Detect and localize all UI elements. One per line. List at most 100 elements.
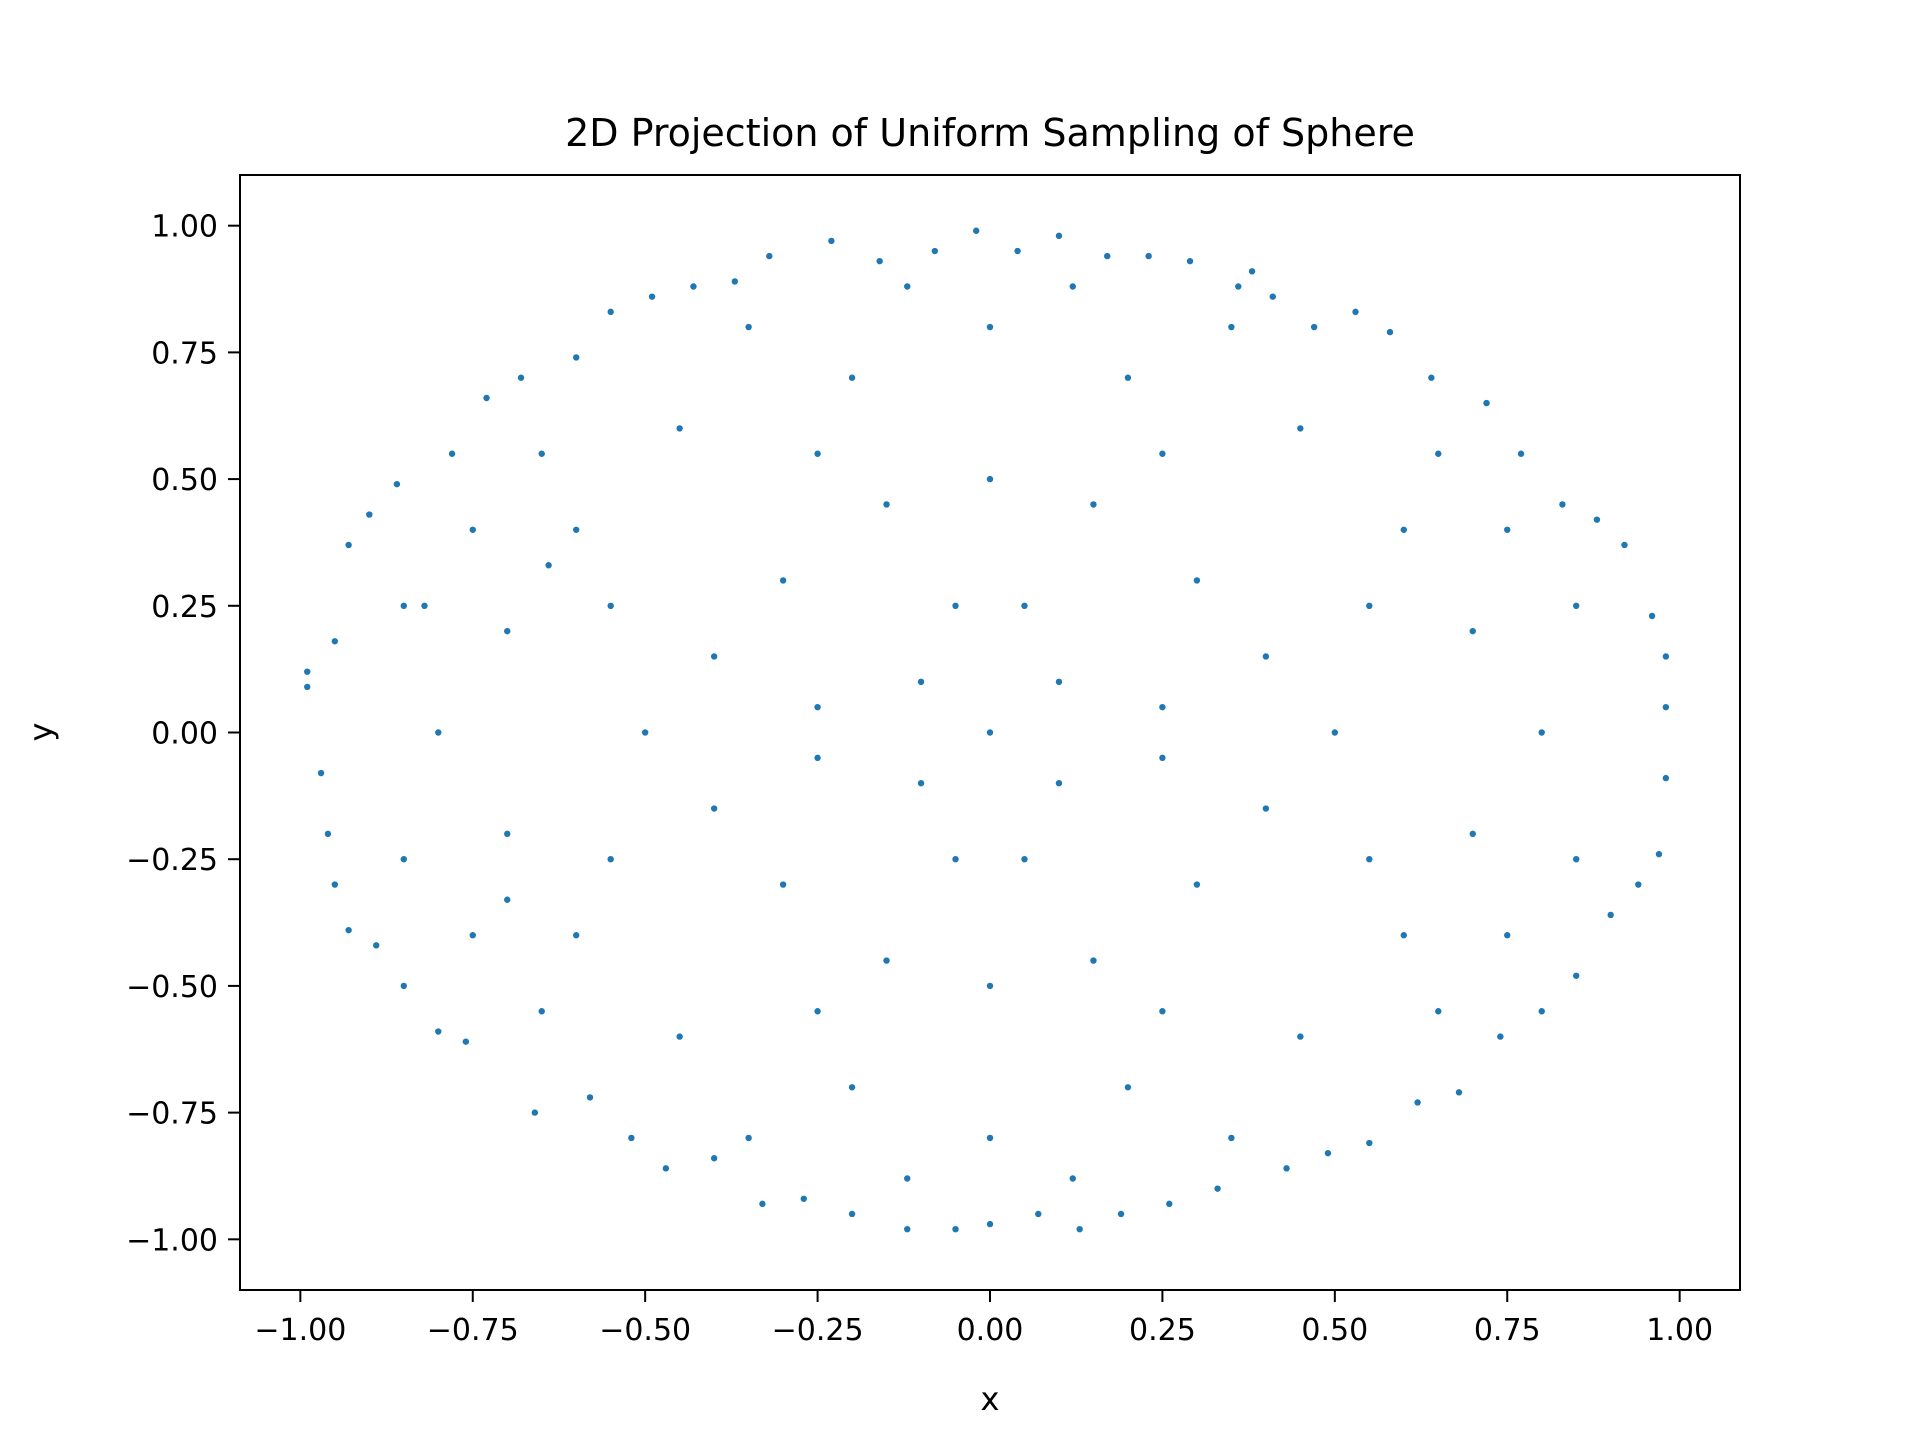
data-point <box>1055 678 1063 686</box>
data-point <box>1538 1008 1545 1015</box>
data-point <box>986 729 994 736</box>
data-point <box>545 562 552 569</box>
x-tick-label: 0.25 <box>1129 1313 1196 1348</box>
data-point <box>904 1175 911 1182</box>
data-point <box>710 1155 718 1162</box>
data-point <box>986 323 994 331</box>
data-point <box>1014 247 1021 255</box>
y-tick-label: 0.25 <box>151 590 218 625</box>
data-point <box>1104 252 1111 260</box>
data-point <box>1297 1033 1304 1040</box>
data-point <box>1621 541 1628 549</box>
data-point <box>1214 1185 1221 1192</box>
data-point <box>1262 653 1270 660</box>
data-point <box>483 394 490 402</box>
data-point <box>1228 1134 1235 1142</box>
data-point <box>504 896 511 903</box>
data-point <box>1414 1099 1421 1106</box>
x-tick-label: −0.75 <box>427 1313 519 1348</box>
data-point <box>848 1084 856 1091</box>
data-point <box>1090 957 1097 964</box>
y-tick-label: 1.00 <box>151 210 218 245</box>
data-point <box>1662 653 1670 660</box>
data-point <box>628 1134 635 1142</box>
data-point <box>986 1220 994 1228</box>
data-point <box>731 278 739 285</box>
data-point <box>904 283 911 290</box>
data-point <box>469 932 476 939</box>
y-tick-label: −0.50 <box>126 970 218 1005</box>
data-point <box>1435 450 1442 457</box>
data-point <box>1035 1210 1042 1218</box>
data-point <box>759 1200 766 1208</box>
data-point <box>1435 1008 1442 1015</box>
data-point <box>462 1038 470 1045</box>
data-point <box>814 703 821 711</box>
y-axis-label: y <box>22 723 60 742</box>
y-tick-label: 0.00 <box>151 717 218 752</box>
data-point <box>766 252 773 260</box>
data-point <box>531 1109 539 1116</box>
data-point <box>1186 257 1194 265</box>
data-point <box>1648 612 1656 620</box>
data-point <box>848 1210 856 1218</box>
plot-area-frame <box>239 174 1741 1291</box>
x-tick-label: 0.00 <box>957 1313 1024 1348</box>
data-point <box>648 293 656 300</box>
scatter-points <box>304 227 1670 1233</box>
data-point <box>1117 1210 1125 1218</box>
data-point <box>952 1225 959 1233</box>
data-point <box>1504 526 1511 533</box>
data-point <box>710 805 718 812</box>
data-point <box>779 577 787 584</box>
data-point <box>1297 425 1304 432</box>
data-point <box>917 779 925 787</box>
data-point <box>1248 268 1256 275</box>
data-point <box>931 247 939 255</box>
data-point <box>1497 1033 1504 1040</box>
data-point <box>883 957 890 964</box>
data-point <box>1193 881 1201 888</box>
data-point <box>400 982 407 990</box>
data-point <box>1090 501 1097 508</box>
data-point <box>1455 1089 1463 1096</box>
y-tick-label: −0.75 <box>126 1097 218 1132</box>
data-point <box>779 881 787 888</box>
data-point <box>1159 703 1166 711</box>
chart-title: 2D Projection of Uniform Sampling of Sph… <box>565 111 1415 155</box>
data-point <box>676 425 683 432</box>
data-point <box>1428 374 1435 381</box>
data-point <box>607 308 614 316</box>
data-point <box>573 932 580 939</box>
data-point <box>400 856 407 863</box>
data-point <box>1366 602 1373 609</box>
data-point <box>331 638 339 645</box>
data-point <box>435 1028 442 1035</box>
data-point <box>986 982 994 990</box>
x-axis-label: x <box>981 1380 1000 1418</box>
data-point <box>504 830 511 838</box>
data-point <box>904 1225 911 1233</box>
data-point <box>641 729 649 736</box>
x-tick-label: 0.75 <box>1474 1313 1541 1348</box>
data-point <box>607 856 614 863</box>
data-point <box>710 653 718 660</box>
data-point <box>1069 1175 1076 1182</box>
x-tick-label: 1.00 <box>1646 1313 1713 1348</box>
data-point <box>400 602 407 609</box>
data-point <box>1469 830 1476 838</box>
data-point <box>1269 293 1276 300</box>
data-point <box>304 683 311 691</box>
data-point <box>883 501 890 508</box>
data-point <box>1159 1008 1166 1015</box>
data-point <box>1483 399 1490 407</box>
data-point <box>1635 881 1642 888</box>
data-point <box>1559 501 1566 508</box>
data-point <box>1124 1084 1132 1091</box>
data-point <box>1159 450 1166 457</box>
data-point <box>366 511 373 518</box>
data-point <box>1573 602 1580 609</box>
